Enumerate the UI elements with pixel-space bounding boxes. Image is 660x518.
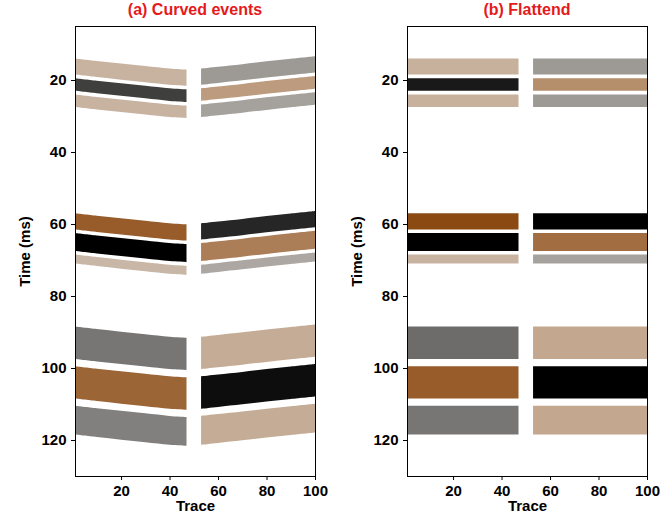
svg-text:40: 40 [161, 482, 179, 500]
svg-text:40: 40 [50, 143, 67, 160]
svg-text:40: 40 [382, 143, 399, 160]
svg-text:80: 80 [259, 482, 276, 499]
svg-text:20: 20 [445, 482, 462, 499]
svg-text:100: 100 [41, 359, 66, 376]
svg-text:20: 20 [113, 482, 130, 499]
svg-text:60: 60 [50, 215, 67, 232]
svg-text:Trace: Trace [176, 497, 215, 514]
svg-text:Time (ms): Time (ms) [348, 216, 365, 287]
svg-text:100: 100 [303, 482, 328, 499]
svg-text:40: 40 [493, 482, 511, 500]
svg-text:20: 20 [50, 71, 67, 88]
svg-text:80: 80 [382, 287, 399, 304]
svg-text:100: 100 [635, 482, 660, 499]
svg-text:80: 80 [50, 287, 67, 304]
svg-text:120: 120 [41, 431, 66, 448]
svg-text:Trace: Trace [508, 497, 547, 514]
svg-text:20: 20 [382, 71, 399, 88]
svg-text:60: 60 [210, 482, 227, 500]
svg-text:60: 60 [542, 482, 559, 500]
svg-text:100: 100 [373, 359, 398, 376]
svg-text:Time (ms): Time (ms) [16, 216, 33, 287]
svg-text:80: 80 [591, 482, 608, 499]
svg-text:60: 60 [382, 215, 399, 232]
svg-text:120: 120 [373, 431, 398, 448]
html-text:(a) Curved events: (a) Curved events [127, 1, 263, 18]
html-text:(b) Flattend: (b) Flattend [483, 1, 571, 18]
